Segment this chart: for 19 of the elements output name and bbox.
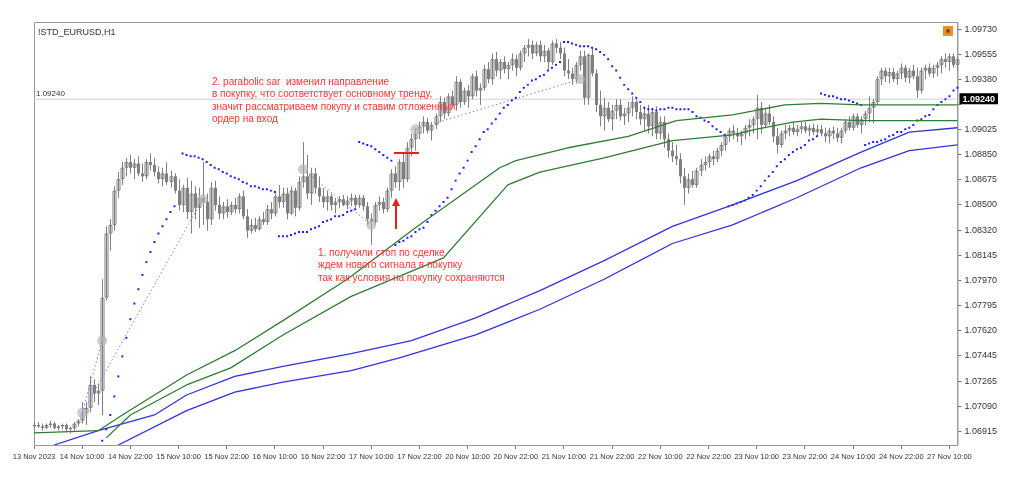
y-tick-label: 1.07620: [964, 325, 998, 336]
y-tick-label: 1.09555: [964, 48, 998, 59]
y-tick-label: 1.08675: [964, 174, 998, 185]
y-tick-label: 1.07970: [964, 275, 998, 286]
y-tick-label: 1.08500: [964, 199, 998, 210]
text: !STD_EURUSD,H1: [38, 27, 116, 37]
y-tick-label: 1.07090: [964, 400, 998, 411]
y-tick-label: 1.09380: [964, 73, 998, 84]
y-tick-label: 1.08145: [964, 250, 998, 261]
y-tick-label: 1.07265: [964, 375, 998, 386]
ref-line-label: 1.09240: [36, 89, 66, 99]
y-tick-label: 1.08850: [964, 149, 998, 160]
y-tick-label: 1.07445: [964, 350, 998, 361]
y-tick-label: 1.09730: [964, 23, 998, 34]
y-tick-label: 1.06915: [964, 425, 998, 436]
y-tick-label: 1.07795: [964, 300, 998, 311]
y-tick-label: 1.09025: [964, 124, 998, 135]
text: 1.09240: [962, 93, 996, 104]
y-tick-label: 1.08320: [964, 225, 998, 236]
